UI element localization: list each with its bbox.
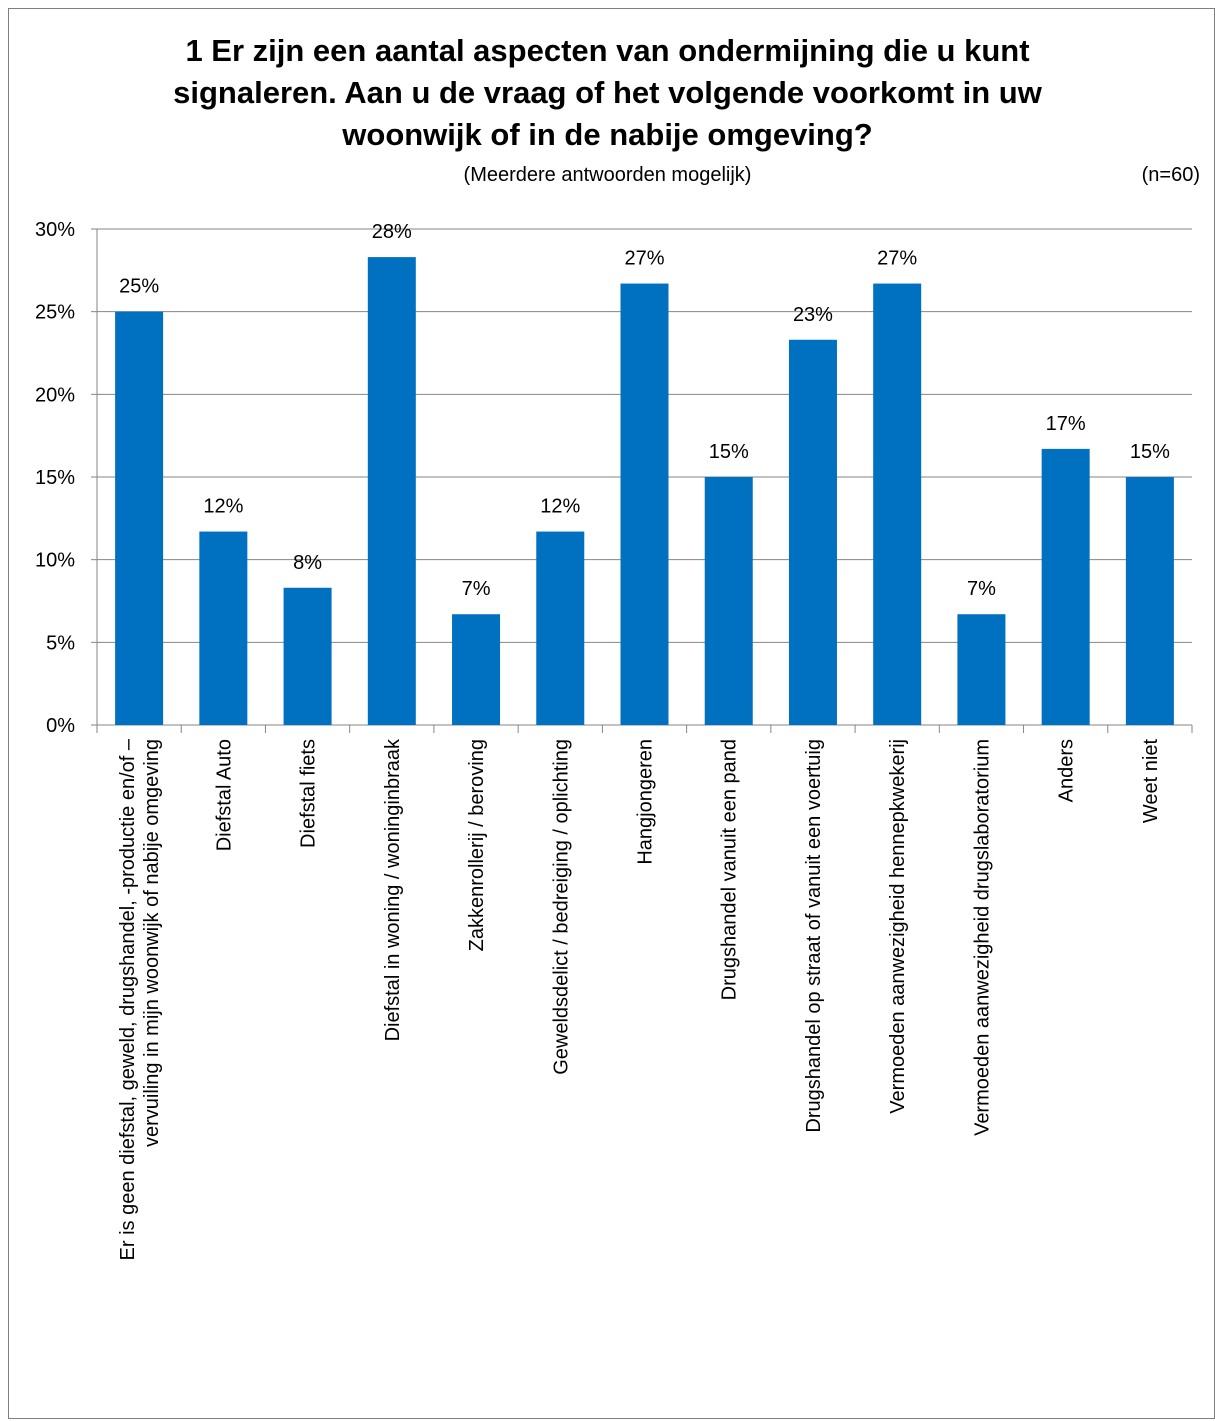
category-label: Weet niet	[1140, 739, 1162, 824]
category-label: Hangjongeren	[635, 739, 657, 865]
chart-subtitle: (Meerdere antwoorden mogelijk)	[463, 164, 752, 186]
y-tick-label: 10%	[35, 550, 75, 572]
category-label-line: Vermoeden aanwezigheid hennepkwekerij	[887, 739, 909, 1114]
bar	[620, 283, 669, 725]
y-tick-label: 20%	[35, 384, 75, 406]
y-tick-label: 5%	[46, 632, 75, 654]
category-label-line: Er is geen diefstal, geweld, drugshandel…	[117, 738, 139, 1260]
category-label: Er is geen diefstal, geweld, drugshandel…	[117, 738, 163, 1260]
chart-title: 1 Er zijn een aantal aspecten van onderm…	[0, 30, 1215, 156]
category-label: Diefstal Auto	[213, 739, 235, 851]
category-label-line: vervuiling in mijn woonwijk of nabije om…	[141, 739, 163, 1147]
data-label: 12%	[540, 496, 580, 518]
bar	[788, 339, 837, 725]
category-label: Drugshandel op straat of vanuit een voer…	[803, 739, 825, 1133]
y-tick-label: 15%	[35, 467, 75, 489]
bar	[452, 614, 501, 725]
bar	[283, 587, 332, 725]
data-label: 25%	[119, 276, 159, 298]
category-label-line: Diefstal Auto	[213, 739, 235, 851]
category-label-line: Vermoeden aanwezigheid drugslaboratorium	[971, 739, 993, 1136]
y-tick-label: 30%	[35, 219, 75, 241]
data-label: 23%	[793, 304, 833, 326]
y-tick-label: 25%	[35, 302, 75, 324]
bar	[1041, 448, 1090, 725]
data-label: 12%	[203, 496, 243, 518]
category-label-line: Drugshandel op straat of vanuit een voer…	[803, 739, 825, 1133]
data-label: 7%	[967, 578, 996, 600]
category-label: Drugshandel vanuit een pand	[719, 739, 741, 1000]
bar	[957, 614, 1006, 725]
category-label: Diefstal in woning / woninginbraak	[382, 738, 404, 1041]
bar	[115, 311, 164, 725]
y-tick-label: 0%	[46, 715, 75, 737]
data-label: 28%	[372, 221, 412, 243]
chart-title-line: signaleren. Aan u de vraag of het volgen…	[173, 75, 1042, 110]
data-label: 27%	[877, 248, 917, 270]
data-label: 17%	[1046, 413, 1086, 435]
category-label-line: Anders	[1056, 739, 1078, 802]
category-label-line: Weet niet	[1140, 739, 1162, 824]
category-label-line: Drugshandel vanuit een pand	[719, 739, 741, 1000]
sample-size-label: (n=60)	[1141, 164, 1200, 186]
data-label: 27%	[624, 248, 664, 270]
category-label: Geweldsdelict / bedreiging / oplichting	[550, 739, 572, 1075]
category-label: Vermoeden aanwezigheid drugslaboratorium	[971, 739, 993, 1136]
data-label: 8%	[293, 552, 322, 574]
bar	[1125, 477, 1174, 725]
chart-title-line: woonwijk of in de nabije omgeving?	[342, 117, 873, 152]
category-label-line: Hangjongeren	[635, 739, 657, 865]
data-label: 15%	[709, 441, 749, 463]
bar	[536, 531, 585, 725]
bar	[873, 283, 922, 725]
bar	[704, 477, 753, 725]
category-label-line: Zakkenrollerij / beroving	[466, 739, 488, 951]
chart-title-line: 1 Er zijn een aantal aspecten van onderm…	[185, 33, 1030, 68]
bar	[367, 257, 416, 725]
category-label-line: Diefstal in woning / woninginbraak	[382, 738, 404, 1041]
category-label: Anders	[1056, 739, 1078, 802]
data-label: 15%	[1130, 441, 1170, 463]
category-label: Vermoeden aanwezigheid hennepkwekerij	[887, 739, 909, 1114]
category-label-line: Diefstal fiets	[298, 739, 320, 848]
category-label-line: Geweldsdelict / bedreiging / oplichting	[550, 739, 572, 1075]
bar	[199, 531, 248, 725]
category-label: Diefstal fiets	[298, 739, 320, 848]
category-label: Zakkenrollerij / beroving	[466, 739, 488, 951]
data-label: 7%	[462, 578, 491, 600]
